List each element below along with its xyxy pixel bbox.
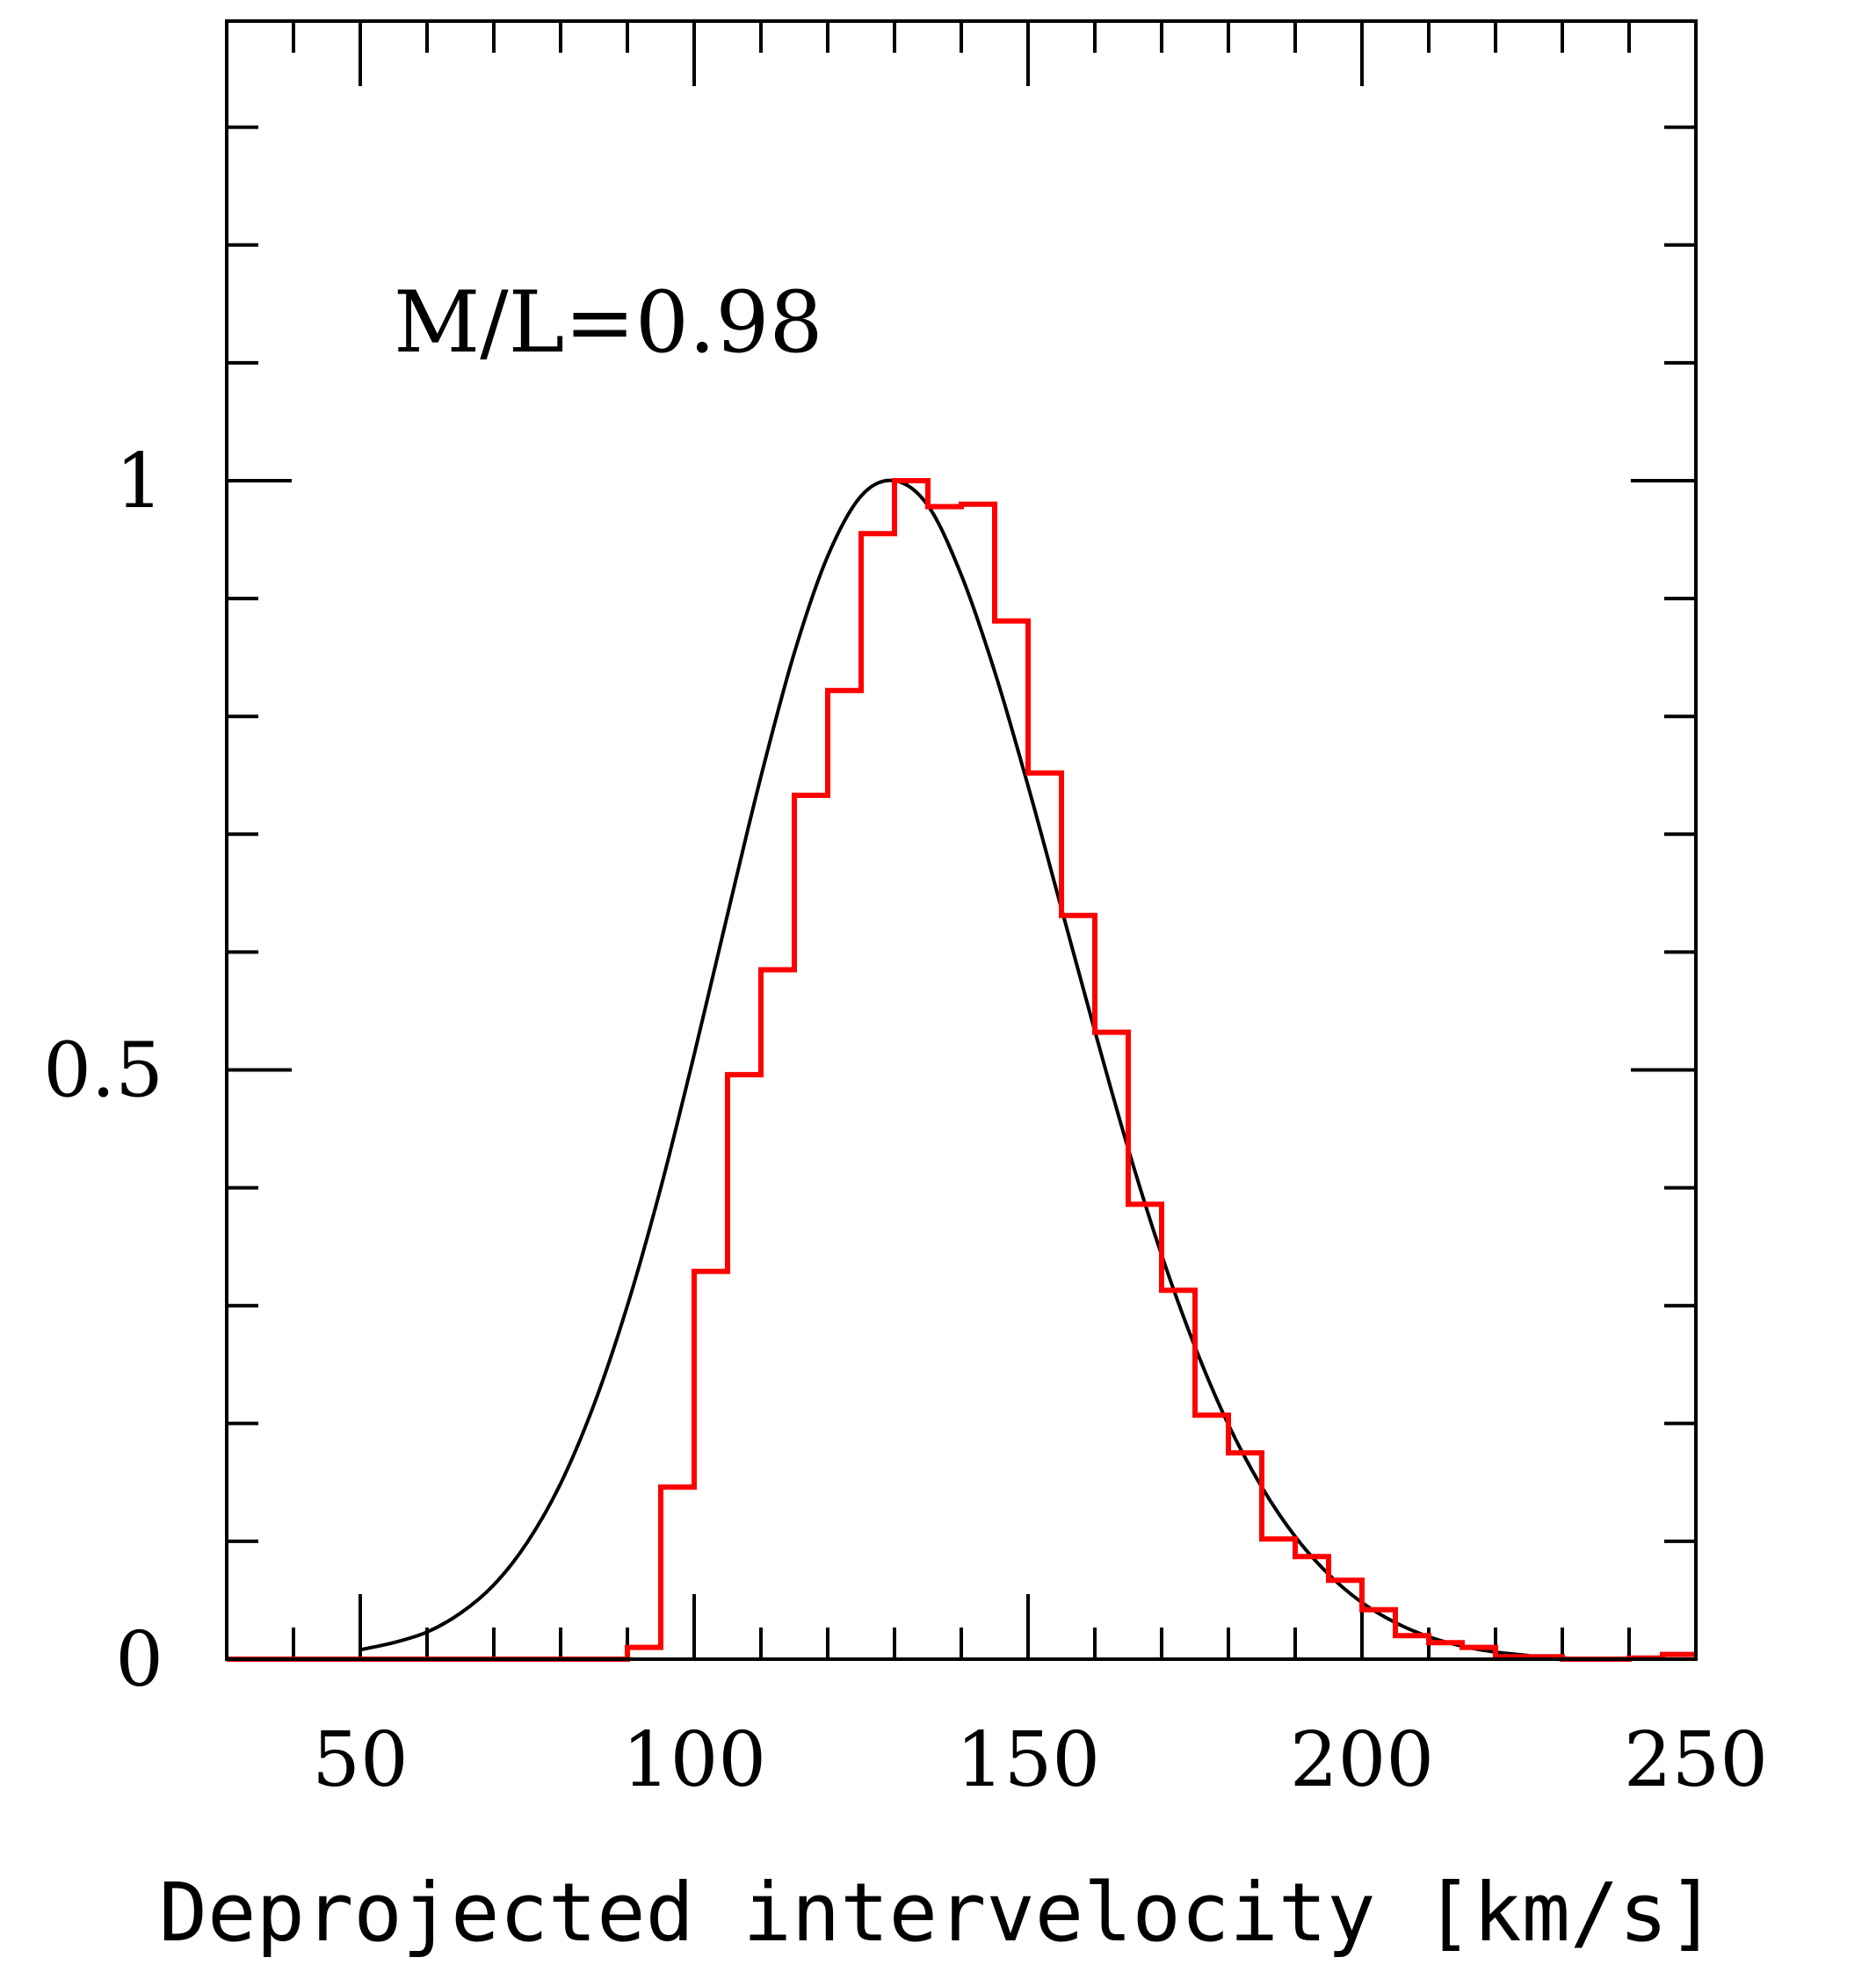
x-tick-label: 100: [622, 1716, 766, 1804]
histogram-series: [227, 478, 1696, 1662]
x-tick-label: 200: [1290, 1716, 1434, 1804]
minor-ticks: [227, 21, 1696, 1659]
plot-frame: [225, 19, 1698, 1661]
x-tick-label: 150: [956, 1716, 1100, 1804]
x-axis-label: Deprojected intervelocity [km/s]: [159, 1866, 1716, 1960]
x-tick-label: 50: [312, 1716, 408, 1804]
y-tick-label: 0: [115, 1616, 163, 1704]
y-tick-label: 0.5: [43, 1026, 163, 1114]
y-tick-label: 1: [115, 438, 163, 526]
major-ticks: [227, 21, 1696, 1659]
x-tick-labels: 50 100 150 200 250: [312, 1716, 1768, 1804]
x-tick-label: 250: [1624, 1716, 1768, 1804]
y-tick-labels: 00.51: [43, 438, 163, 1704]
mass-to-light-annotation: M/L=0.98: [394, 273, 823, 372]
fit-curve: [359, 478, 1530, 1657]
